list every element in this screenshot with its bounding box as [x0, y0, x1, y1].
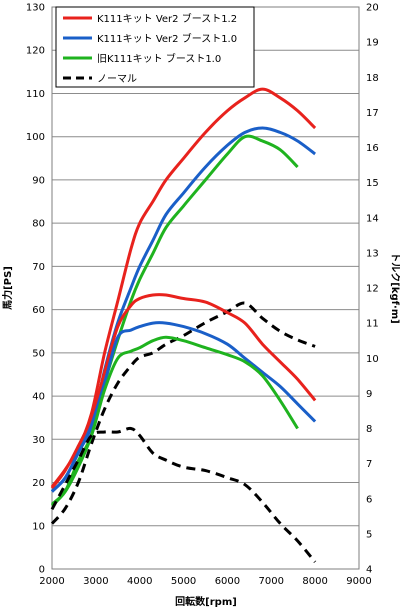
- y-right-tick-label: 10: [366, 354, 379, 365]
- y-left-tick-label: 100: [26, 132, 45, 143]
- y-left-tick-label: 0: [39, 565, 45, 576]
- grid-lines: [52, 6, 359, 570]
- x-tick-label: 4000: [127, 576, 152, 587]
- y-right-tick-label: 17: [366, 108, 379, 119]
- x-tick-label: 9000: [346, 576, 371, 587]
- y-left-tick-label: 80: [32, 219, 45, 230]
- y-axis-left-title: 馬力[PS]: [1, 266, 14, 310]
- y-left-tick-label: 30: [32, 435, 45, 446]
- torque-curve-boost-1-2: [50, 293, 317, 490]
- x-tick-label: 8000: [302, 576, 327, 587]
- torque-curve-boost-1-0: [50, 321, 317, 493]
- axis-ticks: 2000 3000 4000 5000 6000 7000 8000 9000 0 10 20 30 4…: [26, 3, 379, 588]
- y-right-tick-label: 16: [366, 143, 379, 154]
- y-right-tick-label: 19: [366, 38, 379, 49]
- y-left-tick-label: 50: [32, 348, 45, 359]
- y-left-tick-label: 120: [26, 46, 45, 57]
- y-right-tick-label: 6: [366, 494, 372, 505]
- x-tick-label: 7000: [259, 576, 284, 587]
- y-right-tick-label: 18: [366, 73, 379, 84]
- series-lines: [50, 87, 317, 563]
- legend-label: K111キット Ver2 ブースト1.0: [97, 32, 237, 45]
- legend-label: K111キット Ver2 ブースト1.2: [97, 12, 237, 25]
- y-left-tick-label: 60: [32, 305, 45, 316]
- y-right-tick-label: 12: [366, 284, 379, 295]
- y-axis-right-title: トルク[kgf·m]: [389, 252, 400, 324]
- y-right-tick-label: 5: [366, 529, 372, 540]
- y-right-tick-label: 9: [366, 389, 372, 400]
- x-tick-label: 6000: [215, 576, 240, 587]
- y-left-tick-label: 70: [32, 262, 45, 273]
- legend: K111キット Ver2 ブースト1.2 K111キット Ver2 ブースト1.…: [55, 6, 255, 88]
- y-right-tick-label: 14: [366, 213, 379, 224]
- y-right-tick-label: 4: [366, 565, 372, 576]
- y-right-tick-label: 11: [366, 319, 379, 330]
- power-curve-normal: [50, 301, 316, 525]
- legend-label: 旧K111キット ブースト1.0: [97, 52, 221, 65]
- x-tick-label: 3000: [83, 576, 108, 587]
- legend-item-old-kit: 旧K111キット ブースト1.0: [63, 52, 221, 65]
- y-right-tick-label: 13: [366, 248, 379, 259]
- legend-item-boost-1-2: K111キット Ver2 ブースト1.2: [63, 12, 237, 25]
- legend-item-boost-1-0: K111キット Ver2 ブースト1.0: [63, 32, 237, 45]
- power-curve-old-kit: [50, 134, 299, 506]
- y-left-tick-label: 90: [32, 175, 45, 186]
- plot-area-frame: [51, 6, 360, 570]
- legend-label: ノーマル: [97, 74, 137, 85]
- torque-curve-normal: [50, 426, 317, 563]
- y-right-tick-label: 7: [366, 459, 372, 470]
- y-right-tick-label: 20: [366, 3, 379, 14]
- y-left-tick-label: 40: [32, 392, 45, 403]
- torque-curve-old-kit: [50, 335, 299, 507]
- x-tick-label: 5000: [171, 576, 196, 587]
- legend-item-normal: ノーマル: [63, 74, 137, 85]
- y-left-tick-label: 10: [32, 521, 45, 532]
- y-left-tick-label: 130: [26, 3, 45, 14]
- x-axis-title: 回転数[rpm]: [175, 595, 237, 608]
- y-left-tick-label: 110: [26, 89, 45, 100]
- y-left-tick-label: 20: [32, 478, 45, 489]
- y-right-tick-label: 8: [366, 424, 372, 435]
- legend-box: [55, 6, 255, 88]
- y-right-tick-label: 15: [366, 178, 379, 189]
- x-tick-label: 2000: [39, 576, 64, 587]
